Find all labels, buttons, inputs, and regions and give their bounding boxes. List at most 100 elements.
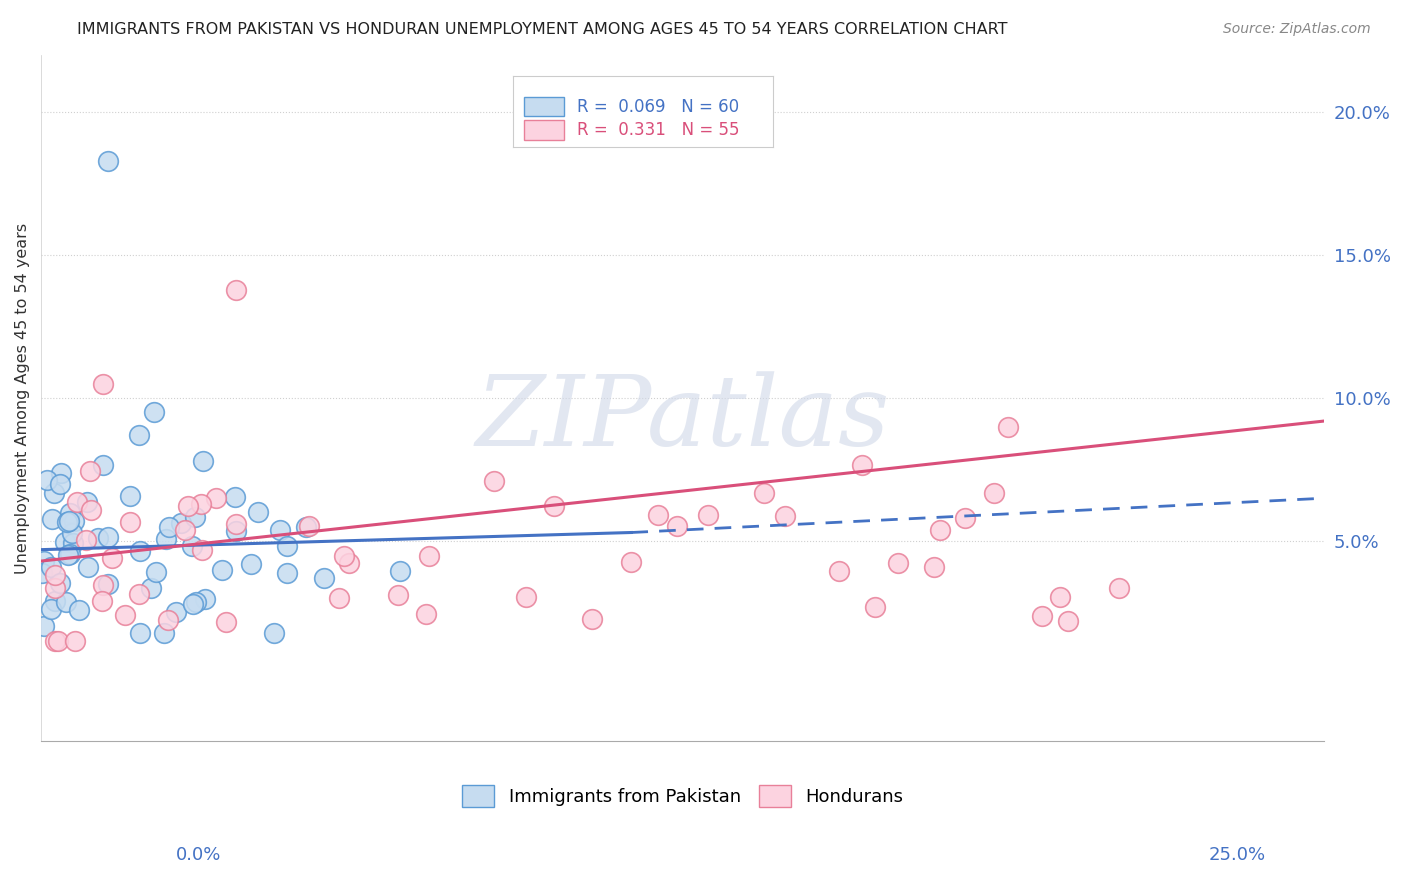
Point bbox=[128, 625, 150, 640]
Point bbox=[165, 605, 187, 619]
Point bbox=[647, 508, 669, 523]
Point bbox=[665, 518, 688, 533]
Point bbox=[752, 486, 775, 500]
Point bbox=[297, 519, 319, 533]
Point bbox=[155, 533, 177, 547]
Text: IMMIGRANTS FROM PAKISTAN VS HONDURAN UNEMPLOYMENT AMONG AGES 45 TO 54 YEARS CORR: IMMIGRANTS FROM PAKISTAN VS HONDURAN UNE… bbox=[77, 22, 1008, 37]
Point bbox=[181, 539, 204, 553]
Point bbox=[211, 562, 233, 576]
Point bbox=[49, 576, 72, 591]
Point bbox=[91, 594, 114, 608]
Point bbox=[44, 634, 66, 648]
Point bbox=[184, 509, 207, 524]
Point bbox=[76, 560, 98, 574]
Point bbox=[418, 549, 440, 563]
Point bbox=[1108, 582, 1130, 596]
Point bbox=[67, 603, 90, 617]
Point bbox=[62, 514, 84, 528]
Point bbox=[276, 539, 298, 553]
Point bbox=[929, 523, 952, 537]
Point bbox=[39, 602, 62, 616]
Point bbox=[128, 428, 150, 442]
Point bbox=[170, 516, 193, 530]
Point bbox=[145, 565, 167, 579]
Point bbox=[191, 454, 214, 468]
Point bbox=[114, 608, 136, 623]
Point bbox=[225, 524, 247, 538]
Text: 25.0%: 25.0% bbox=[1208, 846, 1265, 863]
Point bbox=[63, 634, 86, 648]
Point bbox=[328, 591, 350, 605]
Point bbox=[263, 625, 285, 640]
Point bbox=[44, 567, 66, 582]
Point bbox=[32, 554, 55, 568]
Point bbox=[55, 595, 77, 609]
Text: R =  0.069   N = 60: R = 0.069 N = 60 bbox=[576, 97, 738, 115]
Point bbox=[128, 587, 150, 601]
Point bbox=[66, 495, 89, 509]
Point bbox=[997, 419, 1019, 434]
Point bbox=[240, 557, 263, 571]
Point bbox=[1049, 591, 1071, 605]
Point bbox=[697, 508, 720, 522]
Point bbox=[887, 556, 910, 570]
Point bbox=[225, 517, 247, 532]
Point bbox=[205, 491, 228, 505]
Point bbox=[181, 597, 204, 611]
Point bbox=[60, 526, 83, 541]
Y-axis label: Unemployment Among Ages 45 to 54 years: Unemployment Among Ages 45 to 54 years bbox=[15, 223, 30, 574]
Point bbox=[246, 505, 269, 519]
Point bbox=[128, 544, 150, 558]
Point bbox=[775, 508, 797, 523]
Point bbox=[46, 634, 69, 648]
Point bbox=[35, 473, 58, 487]
Point bbox=[53, 534, 76, 549]
Point bbox=[157, 613, 180, 627]
Point bbox=[97, 577, 120, 591]
Point bbox=[191, 543, 214, 558]
Point bbox=[184, 595, 207, 609]
Point bbox=[314, 571, 336, 585]
Point bbox=[159, 519, 181, 533]
Point bbox=[87, 531, 110, 545]
Point bbox=[91, 578, 114, 592]
Point bbox=[62, 536, 84, 550]
Point bbox=[295, 520, 318, 534]
Point bbox=[44, 594, 66, 608]
Point bbox=[75, 533, 97, 547]
FancyBboxPatch shape bbox=[523, 120, 564, 140]
Point bbox=[79, 464, 101, 478]
Point bbox=[91, 458, 114, 472]
Point bbox=[983, 486, 1005, 500]
Point bbox=[225, 283, 247, 297]
Point bbox=[56, 515, 79, 529]
Point bbox=[32, 619, 55, 633]
Point bbox=[620, 555, 643, 569]
Point bbox=[1056, 614, 1078, 628]
Point bbox=[828, 564, 851, 578]
Point bbox=[91, 376, 114, 391]
Point bbox=[415, 607, 437, 621]
Point bbox=[224, 490, 246, 504]
Point bbox=[143, 405, 166, 419]
Point bbox=[176, 499, 198, 513]
Point bbox=[851, 458, 873, 473]
Point bbox=[953, 511, 976, 525]
FancyBboxPatch shape bbox=[523, 96, 564, 117]
Point bbox=[56, 548, 79, 562]
Point bbox=[49, 476, 72, 491]
Legend: Immigrants from Pakistan, Hondurans: Immigrants from Pakistan, Hondurans bbox=[454, 778, 911, 814]
Point bbox=[215, 615, 238, 630]
Text: R =  0.331   N = 55: R = 0.331 N = 55 bbox=[576, 121, 740, 139]
Point bbox=[120, 489, 142, 503]
Point bbox=[482, 474, 505, 488]
Text: 0.0%: 0.0% bbox=[176, 846, 221, 863]
Text: ZIPatlas: ZIPatlas bbox=[475, 371, 890, 467]
Point bbox=[97, 529, 120, 543]
Point bbox=[581, 612, 603, 626]
Point bbox=[76, 494, 98, 508]
Point bbox=[269, 524, 291, 538]
Point bbox=[333, 549, 356, 563]
Point bbox=[194, 592, 217, 607]
Point bbox=[543, 500, 565, 514]
